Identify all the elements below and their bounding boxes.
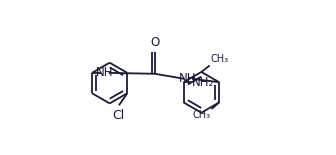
Text: NH: NH	[96, 66, 113, 79]
Text: O: O	[151, 36, 160, 49]
Text: CH₃: CH₃	[211, 54, 229, 64]
Text: NH₂: NH₂	[192, 76, 214, 89]
Text: CH₃: CH₃	[193, 111, 211, 120]
Text: NH: NH	[179, 72, 197, 85]
Text: Cl: Cl	[112, 109, 125, 122]
